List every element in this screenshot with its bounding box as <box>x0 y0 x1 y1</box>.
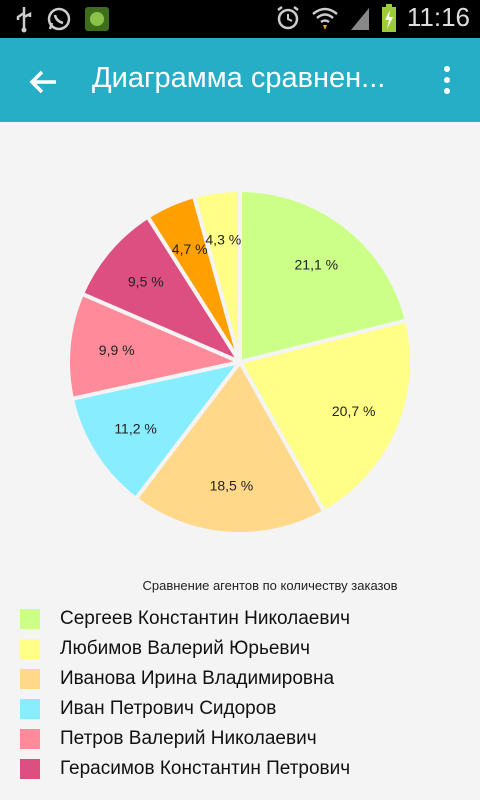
arrow-back-icon <box>29 70 56 94</box>
status-time: 11:16 <box>406 2 470 32</box>
whatsapp-icon <box>47 7 71 31</box>
legend-swatch <box>20 729 40 749</box>
legend-label: Сергеев Константин Николаевич <box>60 608 350 629</box>
slice-label: 18,5 % <box>210 478 254 494</box>
pie-chart: 21,1 % 20,7 % 18,5 % 11,2 % 9,9 % 9,5 % 4,7 %4… <box>66 187 415 536</box>
slice-label: 4,3 % <box>205 231 241 247</box>
app-shield-icon <box>85 7 109 31</box>
signal-icon <box>350 7 369 30</box>
legend-label: Иванова Ирина Владимировна <box>60 668 335 689</box>
chart-title: Сравнение агентов по количеству заказов <box>142 578 398 593</box>
slice-label: 11,2 % <box>114 421 157 437</box>
app-bar: Диаграмма сравнен... <box>0 38 480 122</box>
legend-label: Герасимов Константин Петрович <box>60 758 351 779</box>
pie-slice <box>69 358 245 502</box>
slice-label: 20,7 % <box>332 403 376 419</box>
status-bar: 11:16 <box>0 0 480 38</box>
legend-label: Петров Валерий Николаевич <box>60 728 317 749</box>
pie-slice <box>236 318 415 515</box>
back-button[interactable] <box>26 64 62 100</box>
slice-label: 9,9 % <box>99 342 135 358</box>
slice-label: 21,1 % <box>295 256 339 272</box>
legend-swatch <box>20 609 40 629</box>
pie-slice <box>132 358 328 536</box>
legend-swatch <box>20 669 40 689</box>
legend-swatch <box>20 759 40 779</box>
legend-swatch <box>20 699 40 719</box>
more-vert-icon[interactable] <box>440 66 454 98</box>
pie-slice <box>79 214 246 367</box>
legend-item: Петров Валерий Николаевич <box>20 724 350 754</box>
pie-slice <box>191 187 242 363</box>
pie-slice <box>66 291 247 402</box>
slice-label: 9,5 % <box>128 274 164 290</box>
pie-slice <box>238 187 410 365</box>
legend-label: Иван Петрович Сидоров <box>60 698 277 719</box>
wifi-icon <box>312 7 338 30</box>
legend-swatch <box>20 639 40 659</box>
battery-charging-icon <box>381 3 396 32</box>
legend-item: Иван Петрович Сидоров <box>20 694 350 724</box>
slice-label: 4,7 % <box>172 241 208 257</box>
usb-icon <box>16 7 32 33</box>
legend-item: Сергеев Константин Николаевич <box>20 604 350 634</box>
chart-legend: Сергеев Константин Николаевич Любимов Ва… <box>20 604 350 784</box>
legend-item: Любимов Валерий Юрьевич <box>20 634 350 664</box>
page-title: Диаграмма сравнен... <box>92 62 386 94</box>
legend-item: Герасимов Константин Петрович <box>20 754 350 784</box>
legend-item: Иванова Ирина Владимировна <box>20 664 350 694</box>
alarm-icon <box>277 5 299 29</box>
legend-label: Любимов Валерий Юрьевич <box>60 638 311 659</box>
